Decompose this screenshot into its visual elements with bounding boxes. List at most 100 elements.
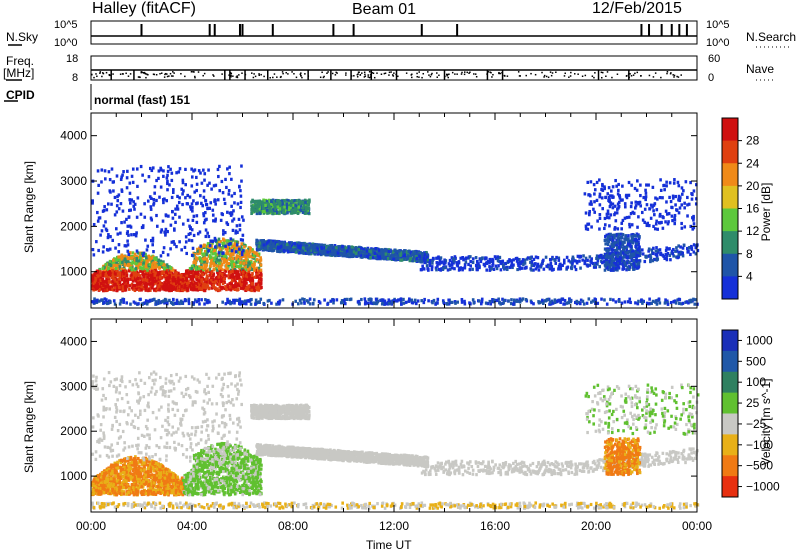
power-cell <box>198 246 201 250</box>
power-cell <box>210 286 214 290</box>
nave-dot <box>372 72 375 75</box>
power-cell <box>588 255 592 259</box>
nave-dot <box>376 72 378 74</box>
power-cell <box>243 284 247 288</box>
power-cell <box>225 251 228 255</box>
power-cell <box>518 265 521 269</box>
power-cell <box>674 249 677 253</box>
power-cell <box>179 275 183 279</box>
power-cell <box>254 298 258 302</box>
nave-dot <box>547 76 550 79</box>
power-cell <box>551 257 554 261</box>
power-cell <box>225 256 228 260</box>
nave-dot <box>230 74 232 77</box>
power-cell <box>216 270 219 274</box>
power-cell <box>426 257 430 262</box>
power-cell <box>650 248 654 252</box>
power-cell <box>255 258 259 262</box>
power-cell <box>398 298 402 302</box>
power-cell <box>225 259 229 263</box>
power-cell <box>187 301 191 306</box>
nave-dot <box>390 71 392 73</box>
power-cell <box>522 262 525 267</box>
nave-dot <box>319 76 322 79</box>
power-cell <box>221 237 225 241</box>
power-cell <box>364 300 367 304</box>
nave-dot <box>147 73 149 76</box>
power-cell <box>193 270 197 274</box>
power-cell <box>366 301 370 305</box>
power-cell <box>595 254 599 258</box>
power-cell <box>207 287 211 291</box>
power-cell <box>298 298 302 302</box>
power-cell <box>164 273 168 278</box>
power-cell <box>430 265 434 269</box>
power-cell <box>407 254 410 258</box>
cpid-value: normal (fast) 151 <box>94 93 191 107</box>
power-cell <box>616 259 620 263</box>
power-cell <box>242 285 245 290</box>
power-cell <box>447 302 451 306</box>
power-cell <box>612 298 615 302</box>
power-cell <box>151 280 155 284</box>
nave-dot <box>388 71 391 74</box>
power-cell <box>549 261 553 265</box>
power-cell <box>226 283 230 287</box>
power-cell <box>463 302 467 306</box>
nave-dot <box>121 73 124 75</box>
power-cell <box>507 259 511 263</box>
power-cell <box>203 282 206 287</box>
power-cell <box>675 249 679 253</box>
nave-dot <box>392 75 395 77</box>
nave-dot <box>155 73 158 76</box>
power-cell <box>201 282 204 286</box>
power-cell <box>181 278 185 282</box>
power-cell <box>363 302 367 306</box>
power-cell <box>167 281 171 285</box>
power-cell <box>121 282 125 287</box>
power-cell <box>387 249 390 254</box>
power-cell <box>213 248 217 252</box>
nave-dot <box>543 74 546 77</box>
power-cell <box>144 269 148 274</box>
power-cell <box>161 285 164 289</box>
power-cell <box>227 276 231 280</box>
power-cell <box>403 257 407 261</box>
power-cell <box>255 251 258 255</box>
power-cell <box>248 264 252 268</box>
power-cell <box>550 299 554 303</box>
power-cell <box>576 254 580 258</box>
power-cell <box>106 284 109 288</box>
power-cell <box>183 288 186 292</box>
power-cell <box>164 285 167 290</box>
power-cell <box>245 268 249 272</box>
power-cell <box>294 299 297 303</box>
nave-dot <box>353 75 355 77</box>
power-cell <box>340 252 344 256</box>
power-cell <box>198 283 201 287</box>
nave-dot <box>230 75 232 78</box>
power-cell <box>294 250 298 254</box>
power-cell <box>223 280 226 285</box>
power-cell <box>480 300 484 304</box>
power-cell <box>175 271 178 275</box>
power-cell <box>253 262 256 267</box>
power-cell <box>242 261 246 265</box>
power-cell <box>229 252 233 257</box>
power-cell <box>238 297 242 301</box>
station-title: Halley (fitACF) <box>92 0 197 17</box>
power-cell <box>561 297 564 301</box>
power-cell <box>237 259 240 263</box>
nave-dot <box>345 74 347 76</box>
nave-dot <box>228 74 230 76</box>
power-cell <box>237 301 241 306</box>
power-cell <box>217 278 220 282</box>
nave-dot <box>371 71 373 74</box>
power-cell <box>128 284 132 288</box>
power-cell <box>462 258 465 262</box>
power-cell <box>153 288 156 292</box>
power-cell <box>104 270 107 274</box>
power-cell <box>145 256 148 260</box>
power-cell <box>308 246 312 250</box>
power-cell <box>154 288 158 293</box>
